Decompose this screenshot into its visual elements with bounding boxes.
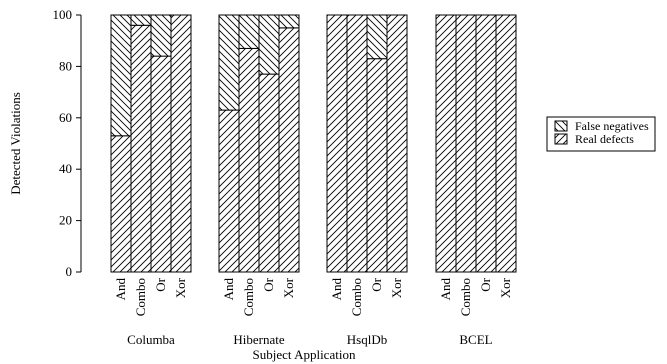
bar-false-negatives <box>366 14 388 60</box>
x-category-label: And <box>113 278 128 301</box>
bar-real-defects <box>346 14 368 273</box>
x-category-label: And <box>438 278 453 301</box>
bar-real-defects <box>150 55 172 273</box>
bar-real-defects <box>475 14 497 273</box>
x-group-label: Hibernate <box>233 332 284 347</box>
legend-swatch <box>554 120 568 132</box>
x-category-label: And <box>221 278 236 301</box>
legend-label: False negatives <box>575 119 649 133</box>
y-axis-title: Detected Violations <box>8 92 23 195</box>
x-group-label: HsqlDb <box>347 332 387 347</box>
bar-real-defects <box>455 14 477 273</box>
x-category-label: Or <box>369 277 384 291</box>
bar-real-defects <box>238 47 260 273</box>
bar-real-defects <box>386 14 408 273</box>
x-category-label: Or <box>261 277 276 291</box>
y-tick-label: 80 <box>59 58 72 73</box>
x-group-label: BCEL <box>459 332 492 347</box>
plot-area: 0 20 40 60 80 100 Detected Violations And Combo O… <box>8 7 517 362</box>
bar-real-defects <box>366 58 388 273</box>
bar-real-defects <box>218 109 240 273</box>
x-category-label: Combo <box>133 278 148 316</box>
legend-label: Real defects <box>575 132 634 146</box>
bar-false-negatives <box>110 14 132 137</box>
x-category-label: Xor <box>498 277 513 298</box>
bar-real-defects <box>258 73 280 273</box>
bar-false-negatives <box>150 14 172 57</box>
bar-false-negatives <box>130 14 152 26</box>
bar-real-defects <box>278 27 300 273</box>
legend-box <box>546 116 656 152</box>
x-category-label: Combo <box>458 278 473 316</box>
bar-real-defects <box>435 14 457 273</box>
x-category-label: Or <box>153 277 168 291</box>
bar-real-defects <box>495 14 517 273</box>
bar-false-negatives <box>278 14 300 29</box>
x-category-label: Combo <box>349 278 364 316</box>
bar-real-defects <box>326 14 348 273</box>
x-category-label: Combo <box>241 278 256 316</box>
bar-false-negatives <box>218 14 240 111</box>
x-axis-title: Subject Application <box>253 347 356 362</box>
bar-real-defects <box>170 14 192 273</box>
legend-swatch <box>554 133 568 145</box>
x-category-label: Xor <box>389 277 404 298</box>
x-category-label: Xor <box>281 277 296 298</box>
bar-real-defects <box>130 24 152 273</box>
x-group-label: Columba <box>127 332 175 347</box>
bar-real-defects <box>110 135 132 273</box>
y-tick-label: 100 <box>53 7 73 22</box>
y-tick-label: 60 <box>59 110 72 125</box>
x-category-label: Xor <box>173 277 188 298</box>
bar-false-negatives <box>258 14 280 75</box>
x-category-label: Or <box>478 277 493 291</box>
y-tick-label: 20 <box>59 213 72 228</box>
y-tick-label: 40 <box>59 161 72 176</box>
bar-false-negatives <box>238 14 260 49</box>
x-category-label: And <box>329 278 344 301</box>
y-tick-label: 0 <box>66 264 73 279</box>
